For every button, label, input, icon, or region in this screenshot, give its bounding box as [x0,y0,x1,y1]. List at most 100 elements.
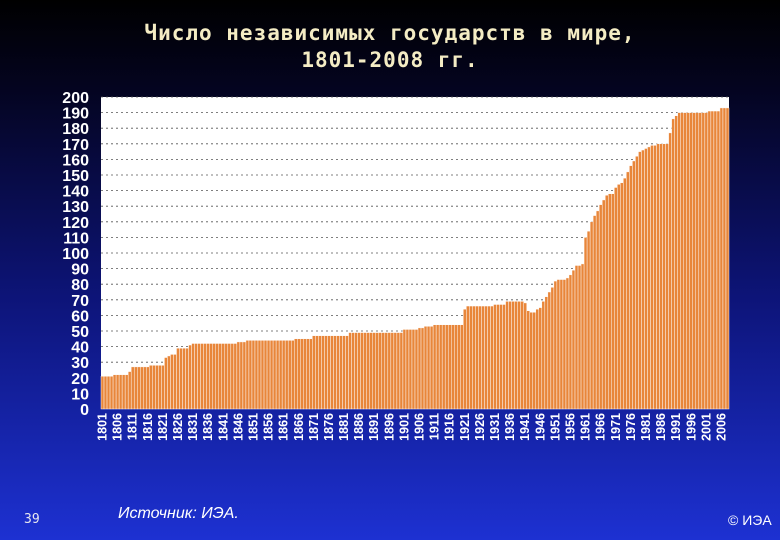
bar [396,332,401,410]
bar [405,329,410,410]
bar [484,305,488,410]
x-tick-label: 1806 [111,413,125,441]
bar [517,301,521,410]
copyright: © ИЭА [728,512,772,528]
bar [580,263,585,410]
bar [547,291,552,410]
x-tick-label: 1971 [609,413,623,441]
x-tick-label: 1836 [201,413,215,441]
x-tick-label: 1846 [231,413,245,441]
bar [571,269,576,410]
bar [360,332,364,410]
bar [414,329,419,410]
bar [167,355,171,410]
bar [650,145,654,410]
bar [357,332,361,410]
bar [595,210,600,410]
bar [251,340,256,410]
x-tick-label: 1946 [533,413,547,441]
bar [601,199,606,410]
bar [574,265,579,410]
bar [152,365,156,410]
bar [212,343,216,410]
bar [426,326,431,410]
bars [100,107,730,410]
x-tick-label: 1801 [96,413,110,441]
bar [149,365,153,410]
x-tick-label: 1886 [352,413,366,441]
bar [538,307,543,410]
bar [248,340,253,410]
bar [242,341,247,410]
bar [556,279,561,410]
bar [191,343,195,410]
bar [435,324,440,410]
bar [463,308,467,410]
y-tick-label: 20 [71,371,89,388]
bar [583,237,588,410]
x-tick-label: 1951 [548,413,562,441]
bar [176,347,180,410]
bar [197,343,201,410]
bar [635,156,639,410]
bar [281,340,286,410]
bar [701,112,706,410]
bar [275,340,280,410]
bar [345,335,349,410]
bar [272,340,277,410]
x-tick-label: 1866 [292,413,306,441]
x-tick-label: 1831 [186,413,200,441]
bar [502,304,506,410]
bar [339,335,343,410]
bar [689,112,693,410]
bar [164,357,168,410]
y-tick-label: 160 [62,152,89,169]
bar [127,371,132,410]
bar [411,329,416,410]
bar [608,193,612,410]
bar [432,324,437,410]
bar [472,305,476,410]
bar [155,365,159,410]
bar [417,327,422,410]
bar [269,340,274,410]
bar [460,324,464,410]
bar [130,366,135,410]
bar [565,277,570,410]
bar [659,143,663,410]
bar [641,149,645,410]
bar [381,332,386,410]
x-tick-label: 1996 [684,413,698,441]
x-tick-label: 1941 [518,413,532,441]
bar [478,305,482,410]
x-tick-label: 1861 [277,413,291,441]
bar [233,343,238,410]
y-tick-label: 130 [62,199,89,216]
x-tick-label: 1936 [503,413,517,441]
bar [200,343,204,410]
bar [209,343,213,410]
bar [653,145,657,410]
bar [287,340,292,410]
bar [393,332,398,410]
bar [294,338,298,410]
y-tick-label: 100 [62,246,89,263]
x-tick-label: 1956 [564,413,578,441]
x-tick-label: 1826 [171,413,185,441]
x-tick-label: 1891 [367,413,381,441]
bar [592,215,597,410]
x-tick-label: 1811 [126,413,140,440]
bar [348,332,352,410]
bar [336,335,340,410]
bar [632,160,636,410]
bar [387,332,392,410]
bar [617,184,621,410]
bar [372,332,376,410]
bar [254,340,259,410]
bar [553,280,558,410]
bar [342,335,346,410]
bar [106,376,111,410]
y-tick-label: 150 [62,168,89,185]
y-tick-label: 10 [71,386,89,403]
x-tick-label: 1976 [624,413,638,441]
